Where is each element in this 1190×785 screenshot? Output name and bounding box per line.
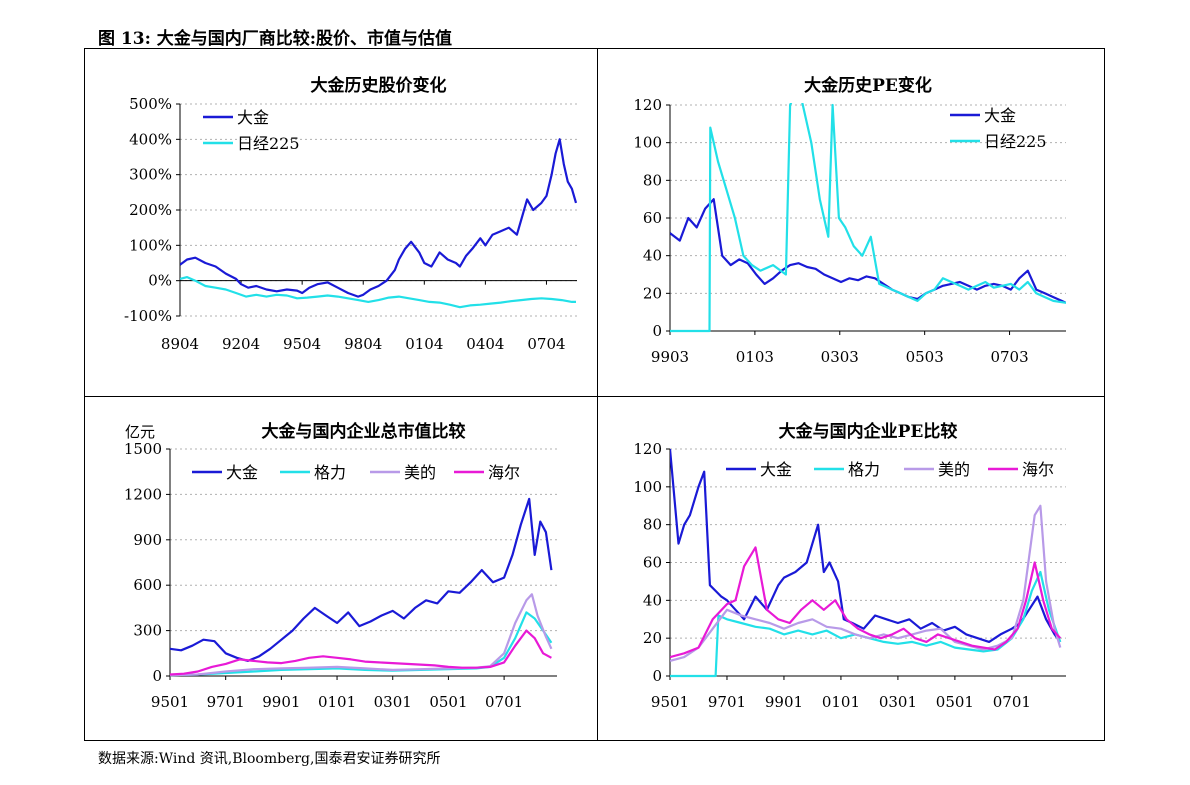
- y-tick-label: 120: [633, 96, 662, 114]
- series-line: [670, 570, 1062, 678]
- y-tick-label: 100: [633, 478, 662, 496]
- legend-label: 大金: [226, 463, 258, 482]
- y-tick-label: 100%: [129, 236, 172, 254]
- y-tick-label: 0: [652, 322, 662, 340]
- source-note: 数据来源:Wind 资讯,Bloomberg,国泰君安证券研究所: [98, 751, 441, 767]
- x-tick-label: 9901: [262, 693, 300, 711]
- series-line: [670, 546, 1062, 659]
- x-tick-label: 0501: [936, 693, 974, 711]
- chart-title: 大金历史PE变化: [804, 75, 932, 96]
- chart-pe-compare: 大金与国内企业PE比较 0 20 40 60 80 100 120 9501 9701 9901 01…: [633, 421, 1066, 711]
- x-tick-label: 9901: [765, 693, 803, 711]
- legend-label: 美的: [404, 463, 436, 482]
- y-tick-label: 40: [643, 247, 662, 265]
- x-tick-label: 9504: [283, 335, 321, 353]
- x-tick-label: 9701: [708, 693, 746, 711]
- legend-label: 格力: [314, 463, 346, 482]
- x-tick-label: 0404: [466, 335, 504, 353]
- y-axis-label: 亿元: [125, 423, 155, 441]
- chart-panel-pe-compare: 大金与国内企业PE比较 0 20 40 60 80 100 120 9501 9701 9901 01…: [598, 397, 1104, 740]
- series-line: [670, 504, 1062, 662]
- frame-divider-horizontal: [84, 396, 1105, 397]
- series-line: [180, 138, 577, 298]
- x-tick-label: 0701: [993, 693, 1031, 711]
- x-tick-label: 0503: [906, 348, 944, 366]
- legend-label: 美的: [938, 460, 970, 479]
- y-tick-label: 60: [643, 209, 662, 227]
- chart-title: 大金与国内企业总市值比较: [262, 421, 466, 442]
- frame-divider-vertical: [597, 48, 598, 741]
- series-line: [170, 497, 553, 662]
- y-tick-label: -100%: [124, 307, 172, 325]
- series-line: [170, 593, 553, 677]
- legend-label: 大金: [760, 460, 792, 479]
- x-tick-label: 9501: [651, 693, 689, 711]
- y-tick-label: 120: [633, 440, 662, 458]
- x-tick-label: 0703: [990, 348, 1028, 366]
- chart-market-cap: 大金与国内企业总市值比较 亿元 0 300 600 900 1200 1500 9501 9701…: [124, 421, 557, 711]
- y-tick-label: 20: [643, 284, 662, 302]
- y-tick-label: 600: [133, 576, 162, 594]
- legend-label: 格力: [848, 460, 880, 479]
- y-tick-label: 200%: [129, 201, 172, 219]
- x-tick-label: 0301: [374, 693, 412, 711]
- figure-frame: [84, 48, 1105, 741]
- x-tick-label: 9204: [222, 335, 260, 353]
- y-tick-label: 500%: [129, 95, 172, 113]
- x-tick-label: 0704: [527, 335, 565, 353]
- legend-label: 日经225: [237, 134, 300, 153]
- series-line: [670, 198, 1066, 304]
- legend-label: 日经225: [984, 132, 1047, 151]
- x-tick-label: 0103: [736, 348, 774, 366]
- x-tick-label: 9804: [344, 335, 382, 353]
- series-line: [170, 629, 552, 676]
- legend-label: 大金: [984, 106, 1016, 125]
- chart-pe-history: 大金历史PE变化 0 20 40 60 80 100 120 9903 0103 0303 0503 0…: [633, 75, 1066, 366]
- chart-title: 大金历史股价变化: [311, 75, 447, 96]
- x-tick-label: 0501: [429, 693, 467, 711]
- y-tick-label: 100: [633, 134, 662, 152]
- series-line: [670, 103, 1066, 333]
- legend-label: 海尔: [488, 463, 520, 482]
- legend-label: 大金: [237, 108, 269, 127]
- y-tick-label: 80: [643, 171, 662, 189]
- y-tick-label: 60: [643, 554, 662, 572]
- x-tick-label: 9701: [207, 693, 245, 711]
- x-tick-label: 8904: [161, 335, 199, 353]
- y-tick-label: 0: [152, 667, 162, 685]
- chart-title: 大金与国内企业PE比较: [779, 421, 958, 442]
- series-line: [180, 276, 576, 309]
- chart-stock-price: 大金历史股价变化 -100% 0% 100% 200% 300% 400% 500% 8904 9…: [124, 75, 577, 353]
- y-tick-label: 80: [643, 516, 662, 534]
- x-tick-label: 0701: [485, 693, 523, 711]
- series-line: [670, 448, 1062, 643]
- y-tick-label: 40: [643, 591, 662, 609]
- chart-panel-pe-history: 大金历史PE变化 0 20 40 60 80 100 120 9903 0103 0303 0503 0…: [598, 49, 1104, 396]
- chart-panel-market-cap: 大金与国内企业总市值比较 亿元 0 300 600 900 1200 1500 9501 9701…: [85, 397, 597, 740]
- y-tick-label: 0%: [148, 272, 172, 290]
- chart-panel-stock-price: 大金历史股价变化 -100% 0% 100% 200% 300% 400% 500% 8904 9…: [85, 49, 597, 396]
- figure-title: 图 13: 大金与国内厂商比较:股价、市值与估值: [98, 29, 453, 49]
- x-tick-label: 0301: [879, 693, 917, 711]
- y-tick-label: 1500: [124, 440, 162, 458]
- y-tick-label: 300: [133, 622, 162, 640]
- x-tick-label: 9903: [651, 348, 689, 366]
- y-tick-label: 900: [133, 531, 162, 549]
- x-tick-label: 9501: [151, 693, 189, 711]
- y-tick-label: 1200: [124, 485, 162, 503]
- y-tick-label: 0: [652, 667, 662, 685]
- x-tick-label: 0101: [822, 693, 860, 711]
- y-tick-label: 300%: [129, 166, 172, 184]
- legend-label: 海尔: [1022, 460, 1054, 479]
- x-tick-label: 0303: [821, 348, 859, 366]
- y-tick-label: 400%: [129, 130, 172, 148]
- x-tick-label: 0104: [405, 335, 443, 353]
- x-tick-label: 0101: [318, 693, 356, 711]
- y-tick-label: 20: [643, 629, 662, 647]
